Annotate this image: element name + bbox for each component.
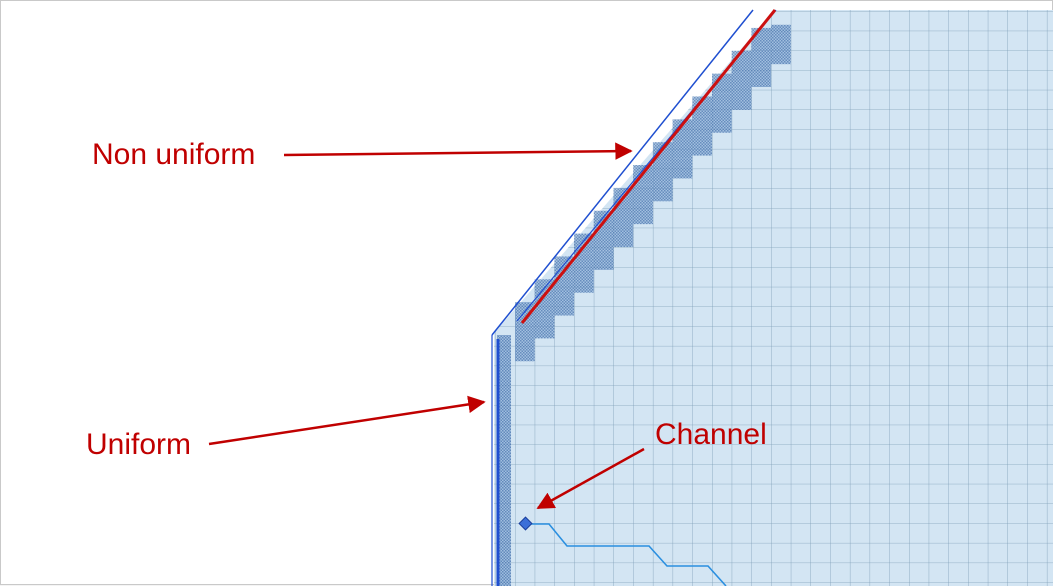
- boundary-cell: [672, 158, 693, 179]
- boundary-cell: [613, 207, 634, 228]
- non-uniform-label: Non uniform: [92, 138, 255, 171]
- boundary-cell: [652, 181, 673, 202]
- boundary-cell: [554, 276, 575, 296]
- channel-label: Channel: [655, 418, 767, 451]
- boundary-cell: [574, 253, 594, 273]
- boundary-cell: [672, 139, 693, 159]
- boundary-cell: [692, 135, 712, 156]
- boundary-cell: [692, 96, 712, 117]
- staircase-boundary-cells: [515, 24, 791, 362]
- boundary-cell: [593, 250, 614, 270]
- non-uniform-arrow: [283, 142, 633, 160]
- boundary-cell: [751, 67, 772, 88]
- mesh-domain: [494, 10, 1053, 586]
- boundary-cell: [515, 341, 535, 362]
- diamond-node-icon: [518, 516, 533, 531]
- boundary-cell: [554, 295, 575, 316]
- boundary-cell: [771, 24, 791, 45]
- boundary-cell: [712, 93, 732, 114]
- boundary-cell: [652, 161, 673, 182]
- channel-path: [518, 516, 727, 586]
- boundary-cell: [672, 119, 693, 140]
- boundary-cell: [771, 44, 791, 65]
- boundary-cell: [731, 90, 752, 110]
- uniform-label: Uniform: [86, 428, 191, 461]
- non-uniform-red-line: [520, 9, 777, 324]
- boundary-cell: [633, 184, 653, 205]
- uniform-boundary-strip: [491, 335, 511, 586]
- boundary-cell: [712, 113, 732, 133]
- boundary-cell: [731, 70, 752, 91]
- boundary-cell: [515, 321, 535, 342]
- annotation-arrows: [208, 142, 645, 510]
- boundary-cell: [534, 318, 555, 339]
- channel-arrow: [536, 447, 645, 510]
- uniform-arrow: [208, 395, 486, 446]
- boundary-cell: [633, 204, 653, 225]
- boundary-cell: [554, 256, 575, 277]
- boundary-cell: [751, 47, 772, 68]
- boundary-cell: [613, 227, 634, 247]
- boundary-cell: [692, 116, 712, 136]
- boundary-cell: [534, 298, 555, 319]
- boundary-cell: [593, 230, 614, 251]
- boundary-cell: [712, 73, 732, 94]
- boundary-cell: [574, 272, 594, 293]
